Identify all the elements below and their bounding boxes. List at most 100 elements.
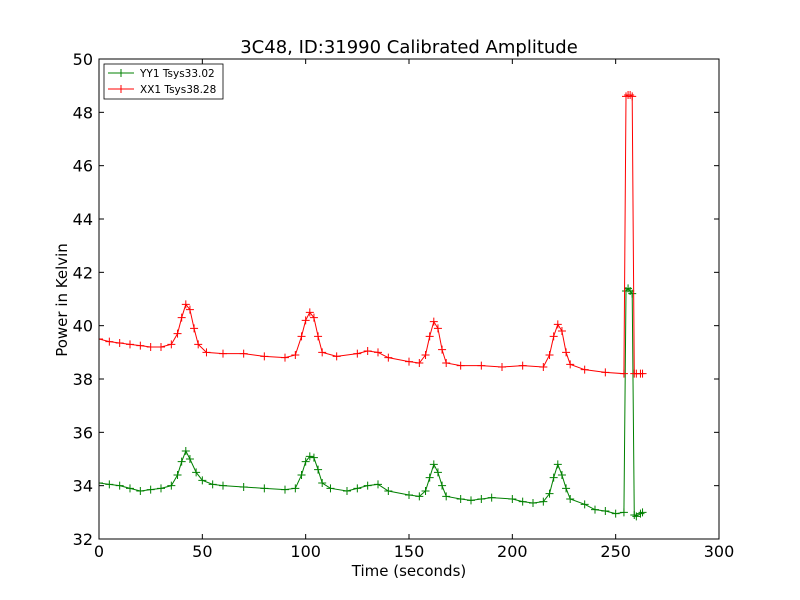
data-point-marker bbox=[194, 340, 203, 349]
data-point-marker bbox=[405, 357, 413, 366]
data-point-marker bbox=[281, 353, 289, 362]
ticks-layer: 0 50 100 150 200 250 300 32 34 36 38 40 42 44 46 48 50 bbox=[73, 50, 735, 561]
data-point-marker bbox=[239, 483, 248, 491]
x-tick-label: 0 bbox=[94, 542, 104, 561]
y-tick-label: 40 bbox=[73, 317, 93, 336]
y-tick-label: 42 bbox=[73, 263, 93, 282]
data-point-marker bbox=[99, 335, 103, 343]
data-point-marker bbox=[429, 460, 438, 469]
data-point-marker bbox=[549, 473, 558, 482]
data-point-marker bbox=[421, 487, 430, 495]
data-point-marker bbox=[549, 332, 558, 341]
data-point-marker bbox=[638, 369, 647, 378]
y-tick-label: 50 bbox=[73, 50, 93, 69]
data-point-marker bbox=[146, 343, 155, 351]
data-point-marker bbox=[442, 359, 451, 367]
data-point-marker bbox=[529, 499, 537, 507]
data-point-marker bbox=[177, 313, 186, 322]
data-point-marker bbox=[314, 465, 323, 474]
data-point-marker bbox=[384, 487, 393, 495]
data-point-marker bbox=[632, 512, 641, 521]
data-point-marker bbox=[239, 349, 248, 358]
data-point-marker bbox=[185, 305, 194, 314]
data-point-marker bbox=[363, 481, 372, 490]
data-point-marker bbox=[126, 484, 134, 493]
data-point-marker bbox=[442, 492, 451, 501]
data-point-marker bbox=[190, 324, 199, 333]
data-point-marker bbox=[557, 471, 566, 479]
data-point-marker bbox=[638, 508, 647, 517]
data-point-marker bbox=[181, 447, 190, 455]
legend-marker bbox=[117, 85, 125, 93]
data-point-marker bbox=[318, 348, 327, 357]
data-point-marker bbox=[291, 351, 300, 359]
data-point-marker bbox=[438, 345, 447, 354]
data-point-marker bbox=[115, 339, 124, 347]
data-point-marker bbox=[167, 481, 176, 490]
data-point-marker bbox=[305, 452, 314, 461]
data-point-marker bbox=[487, 493, 496, 502]
data-point-marker bbox=[157, 484, 165, 493]
data-point-marker bbox=[415, 359, 424, 367]
data-point-marker bbox=[260, 484, 269, 493]
y-tick-label: 46 bbox=[73, 157, 93, 176]
data-point-marker bbox=[508, 495, 517, 503]
data-point-marker bbox=[332, 352, 341, 361]
legend-box bbox=[103, 63, 224, 100]
x-axis-label: Time (seconds) bbox=[351, 562, 467, 580]
legend-label: XX1 Tsys38.28 bbox=[140, 84, 216, 96]
data-point-marker bbox=[318, 479, 327, 487]
data-point-marker bbox=[374, 348, 382, 357]
data-point-marker bbox=[126, 340, 134, 349]
data-point-marker bbox=[562, 348, 571, 357]
data-point-marker bbox=[601, 368, 610, 377]
data-point-marker bbox=[301, 316, 310, 325]
data-point-marker bbox=[309, 313, 318, 322]
data-point-marker bbox=[219, 349, 227, 358]
data-point-marker bbox=[301, 457, 310, 466]
data-point-marker bbox=[626, 91, 635, 99]
data-point-marker bbox=[591, 505, 599, 514]
data-point-marker bbox=[146, 485, 155, 494]
data-point-marker bbox=[202, 348, 211, 357]
chart-title: 3C48, ID:31990 Calibrated Amplitude bbox=[240, 37, 578, 58]
data-point-marker bbox=[291, 484, 300, 493]
data-point-marker bbox=[539, 363, 548, 371]
y-tick-label: 36 bbox=[73, 423, 93, 442]
data-point-marker bbox=[343, 487, 351, 495]
data-point-marker bbox=[477, 495, 486, 503]
data-point-marker bbox=[425, 473, 434, 482]
data-point-marker bbox=[281, 485, 289, 494]
data-point-marker bbox=[177, 457, 186, 466]
data-point-marker bbox=[545, 489, 554, 498]
data-point-marker bbox=[456, 495, 465, 503]
x-tick-label: 100 bbox=[290, 542, 321, 561]
data-point-marker bbox=[433, 324, 442, 333]
y-tick-label: 44 bbox=[73, 210, 93, 229]
series-0 bbox=[99, 284, 647, 521]
data-point-marker bbox=[353, 484, 362, 493]
data-point-marker bbox=[467, 496, 475, 505]
data-point-marker bbox=[580, 500, 589, 509]
y-tick-label: 48 bbox=[73, 103, 93, 122]
data-point-marker bbox=[115, 481, 124, 490]
data-point-marker bbox=[192, 468, 201, 477]
data-point-marker bbox=[297, 471, 306, 479]
data-point-marker bbox=[297, 332, 306, 341]
x-tick-label: 200 bbox=[497, 542, 528, 561]
data-point-marker bbox=[553, 320, 562, 329]
data-point-marker bbox=[545, 351, 554, 359]
data-point-marker bbox=[173, 329, 182, 338]
series-1 bbox=[99, 91, 647, 378]
data-point-marker bbox=[208, 480, 217, 489]
data-point-marker bbox=[136, 487, 145, 495]
data-point-marker bbox=[477, 361, 486, 370]
y-tick-label: 38 bbox=[73, 370, 93, 389]
data-point-marker bbox=[630, 511, 639, 519]
x-tick-label: 50 bbox=[192, 542, 212, 561]
data-point-marker bbox=[185, 455, 194, 463]
data-point-marker bbox=[456, 361, 465, 370]
data-point-marker bbox=[167, 340, 176, 349]
data-point-marker bbox=[611, 509, 620, 518]
